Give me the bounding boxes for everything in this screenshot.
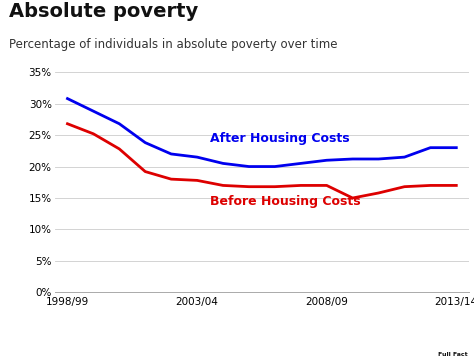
Text: After Housing Costs: After Housing Costs <box>210 132 350 145</box>
Text: Percentage of individuals in absolute poverty over time: Percentage of individuals in absolute po… <box>9 38 338 51</box>
Text: Source:: Source: <box>9 325 52 335</box>
Text: Households below average income (HBAI): 1994/95 to 2013/14: Households below average income (HBAI): … <box>36 325 346 335</box>
Text: Absolute poverty: Absolute poverty <box>9 2 199 21</box>
Polygon shape <box>389 310 474 361</box>
Text: Full Fact: Full Fact <box>438 352 467 357</box>
Text: Before Housing Costs: Before Housing Costs <box>210 195 361 208</box>
